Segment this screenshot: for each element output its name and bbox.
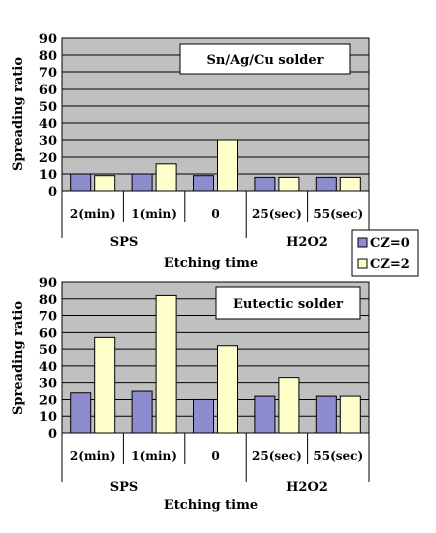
legend-label-cz-0: CZ=0 [370, 236, 410, 251]
annotation-label: Eutectic solder [233, 297, 343, 312]
bar-cz-2 [278, 377, 300, 434]
bar-cz-2 [339, 395, 361, 434]
bar-cz-2 [278, 176, 300, 192]
y-tick-label: 70 [39, 310, 57, 325]
y-tick-label: 90 [39, 276, 57, 291]
y-tick-label: 50 [39, 100, 57, 115]
x-tick-label: 1(min) [131, 449, 177, 463]
legend-swatch-cz-2 [357, 258, 368, 269]
category-labels: 2(min) 1(min) 0 25(sec) 55(sec) [70, 207, 363, 221]
x-tick-label: 0 [211, 449, 219, 463]
bar-cz-2 [155, 294, 177, 434]
bar-cz-2 [217, 345, 238, 434]
legend-label-cz-2: CZ=2 [370, 257, 410, 272]
x-tick-label: 1(min) [131, 207, 177, 221]
y-tick-label: 90 [39, 32, 57, 47]
y-tick-label: 30 [39, 134, 57, 149]
bar-cz-2 [94, 175, 116, 192]
x-tick-label: 0 [211, 207, 219, 221]
chart-sn-ag-cu: 0 10 20 30 40 50 60 70 80 90 2(min) 1(min) 0 25(sec)… [11, 32, 370, 271]
bar-cz-0 [315, 176, 337, 192]
bar-cz-0 [254, 395, 276, 434]
bar-cz-0 [131, 173, 153, 192]
y-tick-label: 60 [39, 326, 57, 341]
y-tick-label: 40 [39, 360, 57, 375]
y-tick-label: 40 [39, 117, 57, 132]
group-label-sps: SPS [110, 235, 139, 250]
legend-swatch-cz-0 [357, 237, 368, 248]
category-labels: 2(min) 1(min) 0 25(sec) 55(sec) [70, 449, 363, 463]
y-tick-labels: 0 10 20 30 40 50 60 70 80 90 [39, 32, 57, 200]
x-tick-label: 55(sec) [313, 449, 363, 463]
y-tick-label: 30 [39, 377, 57, 392]
y-tick-label: 80 [39, 293, 57, 308]
y-tick-label: 80 [39, 49, 57, 64]
y-tick-label: 20 [39, 393, 57, 408]
group-label-h2o2: H2O2 [286, 235, 328, 250]
group-label-sps: SPS [110, 480, 139, 495]
y-tick-label: 10 [39, 168, 57, 183]
annotation-box [215, 286, 361, 320]
bar-cz-0 [70, 392, 92, 434]
bar-cz-0 [193, 398, 214, 434]
y-tick-label: 20 [39, 151, 57, 166]
bar-cz-0 [254, 176, 276, 192]
bar-cz-0 [193, 175, 214, 192]
annotation-label: Sn/Ag/Cu solder [207, 53, 324, 68]
annotation-box [179, 43, 351, 75]
y-tick-label: 0 [48, 185, 57, 200]
bar-cz-2 [155, 163, 177, 192]
x-tick-label: 55(sec) [313, 207, 363, 221]
x-tick-label: 25(sec) [252, 207, 302, 221]
bar-cz-2 [339, 176, 361, 192]
x-axis-label: Etching time [164, 498, 258, 513]
x-tick-label: 2(min) [70, 449, 116, 463]
y-axis-label: Spreading ratio [11, 57, 26, 171]
x-tick-label: 2(min) [70, 207, 116, 221]
bar-cz-0 [70, 173, 92, 192]
y-tick-label: 10 [39, 410, 57, 425]
x-axis-label: Etching time [164, 256, 258, 271]
bar-cz-2 [217, 139, 238, 192]
bar-cz-0 [131, 390, 153, 434]
bars [70, 139, 361, 192]
y-tick-label: 0 [48, 427, 57, 442]
bar-cz-2 [94, 336, 116, 434]
y-axis-label: Spreading ratio [11, 301, 26, 415]
bars [70, 294, 361, 434]
y-tick-label: 50 [39, 343, 57, 358]
group-label-h2o2: H2O2 [286, 480, 328, 495]
y-tick-label: 60 [39, 83, 57, 98]
category-separators [61, 433, 370, 482]
legend: CZ=0 CZ=2 [351, 229, 419, 277]
bar-cz-0 [315, 395, 337, 434]
y-tick-label: 70 [39, 66, 57, 81]
x-tick-label: 25(sec) [252, 449, 302, 463]
